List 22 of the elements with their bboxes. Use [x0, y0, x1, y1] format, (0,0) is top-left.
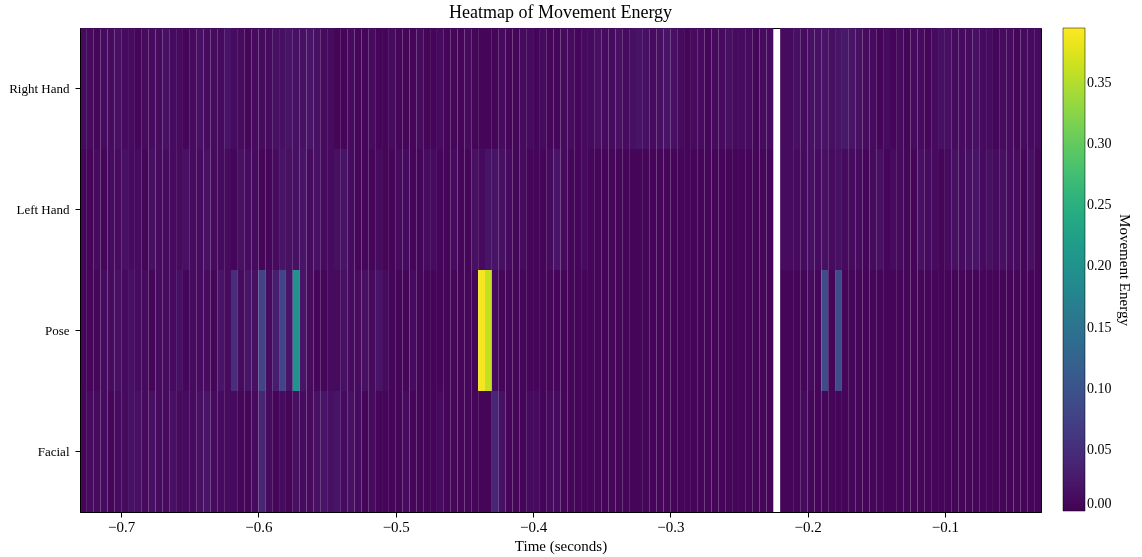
color-bar-label: 0.05 [1087, 441, 1112, 457]
x-tick-label: −0.7 [108, 518, 136, 535]
color-bar-label: 0.15 [1087, 319, 1112, 335]
color-bar-label: 0.20 [1087, 258, 1112, 274]
color-bar-label: 0.30 [1087, 136, 1112, 152]
color-bar-label: 0.25 [1087, 197, 1112, 213]
x-tick-label: −0.1 [931, 518, 960, 535]
color-bar-label: 0.00 [1087, 496, 1112, 511]
x-tick-label: −0.6 [245, 518, 274, 535]
y-tick-label: Right Hand [9, 80, 70, 96]
x-tick-label: −0.2 [794, 518, 822, 535]
color-bar-label: 0.35 [1087, 75, 1112, 91]
x-tick-label: −0.5 [382, 518, 410, 535]
y-tick-label: Left Hand [16, 201, 70, 217]
color-bar-title: Movement Energy [1117, 214, 1133, 327]
y-tick-label: Facial [37, 443, 70, 459]
chart-title: Heatmap of Movement Energy [448, 2, 673, 22]
y-tick-label: Pose [44, 322, 70, 338]
x-tick-label: −0.3 [657, 518, 685, 535]
x-axis-title: Time (seconds) [514, 537, 608, 555]
color-bar-label: 0.10 [1087, 380, 1112, 396]
x-tick-label: −0.4 [519, 518, 548, 535]
